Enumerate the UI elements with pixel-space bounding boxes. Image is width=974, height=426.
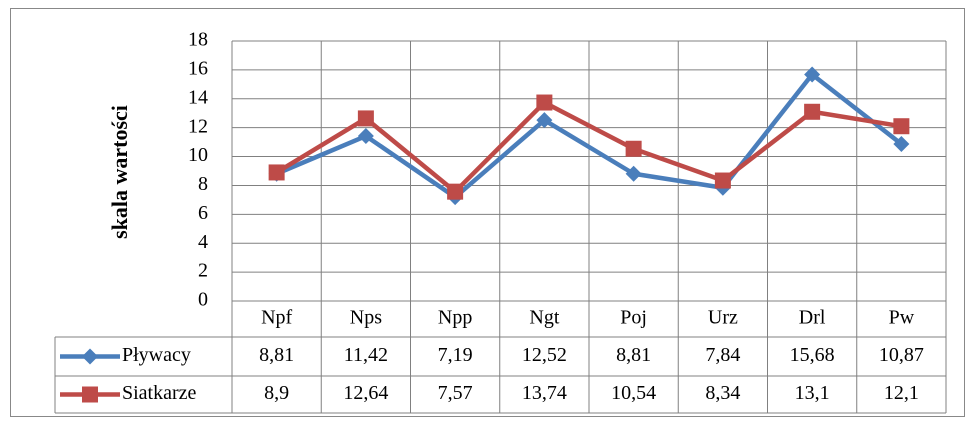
x-tick-label: Poj: [620, 307, 647, 329]
y-tick-label: 2: [198, 260, 208, 282]
series-marker: [804, 66, 821, 83]
series-marker: [893, 118, 910, 135]
x-tick-label: Urz: [708, 307, 738, 329]
legend-label: Siatkarze: [122, 382, 197, 404]
series-marker: [357, 110, 374, 127]
y-tick-label: 6: [198, 202, 208, 224]
series-marker: [447, 183, 464, 200]
x-tick-label: Pw: [889, 307, 915, 329]
series-line: [275, 100, 902, 194]
series-marker: [536, 112, 553, 129]
table-value: 13,1: [795, 382, 830, 404]
table-value: 10,87: [879, 344, 924, 366]
series-marker: [804, 103, 821, 120]
series-marker: [268, 164, 285, 181]
table-value: 8,34: [705, 382, 740, 404]
series-marker: [536, 94, 553, 111]
y-tick-label: 12: [188, 115, 208, 137]
table-value: 7,57: [438, 382, 473, 404]
y-tick-label: 0: [198, 289, 208, 311]
series-marker: [893, 135, 910, 152]
table-value: 7,84: [705, 344, 740, 366]
y-axis-label: skala wartości: [107, 105, 132, 239]
table-value: 13,74: [522, 382, 567, 404]
table-value: 11,42: [344, 344, 388, 366]
x-tick-label: Ngt: [529, 307, 559, 329]
y-tick-label: 10: [188, 144, 208, 166]
table-value: 8,81: [616, 344, 651, 366]
legend-marker: [82, 386, 98, 403]
x-tick-label: Npf: [261, 307, 292, 329]
table-value: 8,81: [259, 344, 294, 366]
table-value: 12,64: [343, 382, 388, 404]
table-value: 8,9: [264, 382, 289, 404]
y-tick-label: 16: [188, 57, 208, 79]
x-tick-label: Drl: [799, 307, 826, 329]
y-tick-label: 14: [188, 86, 208, 108]
y-tick-label: 18: [188, 29, 208, 51]
table-value: 15,68: [790, 344, 835, 366]
legend-label: Pływacy: [122, 344, 191, 366]
table-value: 10,54: [611, 382, 656, 404]
chart-frame: [10, 8, 965, 417]
x-tick-label: Nps: [350, 307, 382, 329]
series-marker: [625, 165, 642, 182]
legend-marker: [82, 348, 98, 365]
y-tick-label: 8: [198, 173, 208, 195]
table-value: 7,19: [438, 344, 473, 366]
table-value: 12,52: [522, 344, 567, 366]
table-value: 12,1: [884, 382, 919, 404]
series-marker: [625, 140, 642, 157]
y-tick-label: 4: [198, 231, 208, 253]
series-marker: [714, 172, 731, 189]
x-tick-label: Npp: [438, 307, 472, 329]
series-marker: [357, 128, 374, 145]
series-line: [275, 72, 903, 200]
